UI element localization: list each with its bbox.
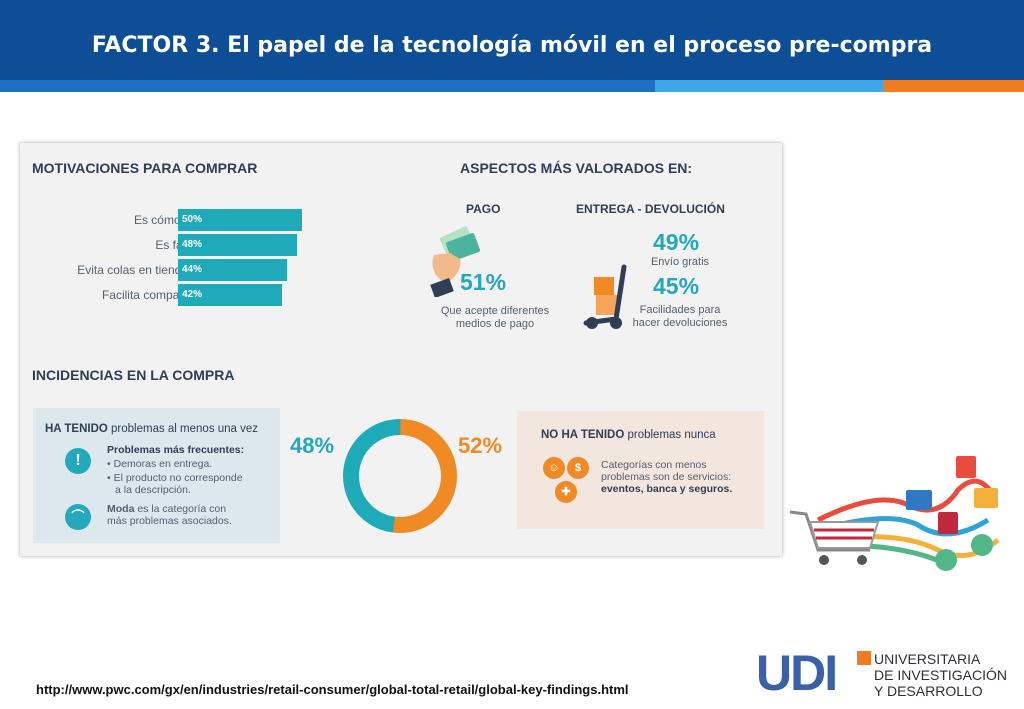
bar-row-2: Evita colas en tiendas 44% <box>30 259 330 281</box>
header-stripe-orange <box>883 80 1024 92</box>
freq-problems-title: Problemas más frecuentes: <box>107 444 245 456</box>
udi-logo-dot <box>857 651 871 665</box>
freq-item-2-line2: a la descripción. <box>115 484 191 496</box>
freq-item-1-text: Demoras en entrega. <box>113 458 213 470</box>
devolucion-desc-line1: Facilidades para <box>639 304 721 316</box>
header-stripe-blue <box>0 80 655 92</box>
bar-category-label: Evita colas en tiendas <box>77 263 194 277</box>
page-title: FACTOR 3. El papel de la tecnología móvi… <box>91 33 933 58</box>
bar-category-label: Facilita comparar <box>101 288 194 302</box>
bar <box>178 284 283 306</box>
aspects-title: ASPECTOS MÁS VALORADOS EN: <box>460 160 693 176</box>
bar <box>178 259 288 281</box>
freq-item-2-text: El producto no corresponde <box>113 472 243 484</box>
pago-desc-line2: medios de pago <box>455 318 535 330</box>
pago-percentage: 51% <box>460 269 507 295</box>
payment-hand-icon <box>430 226 480 297</box>
masks-icon: ☺ <box>543 457 565 479</box>
moda-bold: Moda <box>107 503 135 515</box>
moda-line2: más problemas asociados. <box>107 515 232 527</box>
had-problems-heading: HA TENIDO problemas al menos una vez <box>45 423 258 436</box>
moda-line1: Moda es la categoría con <box>107 503 226 516</box>
logo-line-2: DE INVESTIGACIÓN <box>874 667 1008 683</box>
bar-row-3: Facilita comparar 42% <box>30 284 330 306</box>
bar-value-label: 42% <box>182 289 203 300</box>
shield-icon: ✚ <box>555 481 577 503</box>
incidencias-title: INCIDENCIAS EN LA COMPRA <box>32 367 235 383</box>
no-problems-box: NO HA TENIDO problemas nunca ☺ $ ✚ Categ… <box>517 411 764 529</box>
alert-icon: ! <box>65 448 91 474</box>
hanger-icon: ⌒ <box>65 504 91 530</box>
devolucion-percentage: 45% <box>653 273 700 299</box>
header-stripe-lightblue <box>655 80 883 92</box>
incidencias-donut-chart <box>343 419 457 533</box>
pago-desc-line1: Que acepte diferentes <box>440 305 550 317</box>
udi-logo-mark: UDI <box>756 645 838 701</box>
donut-label-had-problems: 48% <box>290 433 335 458</box>
had-problems-heading-rest: problemas al menos una vez <box>107 423 259 435</box>
no-problems-heading-bold: NO HA TENIDO <box>541 429 625 441</box>
bar <box>178 234 298 256</box>
freq-item-2: • El producto no corresponde <box>107 472 243 484</box>
envio-desc: Envío gratis <box>650 256 710 268</box>
devolucion-desc-line2: hacer devoluciones <box>632 317 728 329</box>
moda-rest: es la categoría con <box>134 503 227 515</box>
bar-value-label: 50% <box>182 214 203 225</box>
bar <box>178 209 302 231</box>
logo-line-1: UNIVERSITARIA <box>874 651 981 667</box>
logo-line-3: Y DESARROLLO <box>874 683 983 699</box>
no-problems-heading: NO HA TENIDO problemas nunca <box>541 429 716 442</box>
no-problems-heading-rest: problemas nunca <box>624 429 716 441</box>
donut-hole <box>360 436 440 516</box>
had-problems-heading-bold: HA TENIDO <box>45 423 108 435</box>
bar-value-label: 44% <box>182 264 203 275</box>
piggy-bank-icon: $ <box>567 457 589 479</box>
right-box-line2: problemas son de servicios: <box>601 471 732 483</box>
pago-title: PAGO <box>466 202 501 216</box>
omnichannel-cart-illustration <box>789 456 1000 571</box>
bar-value-label: 48% <box>182 239 203 250</box>
freq-item-1: • Demoras en entrega. <box>107 458 213 470</box>
right-box-line1: Categorías con menos <box>601 459 707 471</box>
entrega-title: ENTREGA - DEVOLUCIÓN <box>576 202 725 216</box>
envio-percentage: 49% <box>653 229 700 255</box>
source-url: http://www.pwc.com/gx/en/industries/reta… <box>36 682 629 697</box>
bar-row-1: Es fácil 48% <box>30 234 330 256</box>
motivations-title: MOTIVACIONES PARA COMPRAR <box>32 160 258 176</box>
header-bar: FACTOR 3. El papel de la tecnología móvi… <box>0 0 1024 80</box>
donut-label-no-problems: 52% <box>458 433 503 458</box>
right-box-line3: eventos, banca y seguros. <box>601 483 733 495</box>
delivery-truck-icon <box>583 264 627 329</box>
bar-row-0: Es cómodo 50% <box>30 209 330 231</box>
infographic-card: MOTIVACIONES PARA COMPRAR Es cómodo 50% Es… <box>20 143 782 556</box>
had-problems-box: HA TENIDO problemas al menos una vez ! P… <box>33 408 280 543</box>
